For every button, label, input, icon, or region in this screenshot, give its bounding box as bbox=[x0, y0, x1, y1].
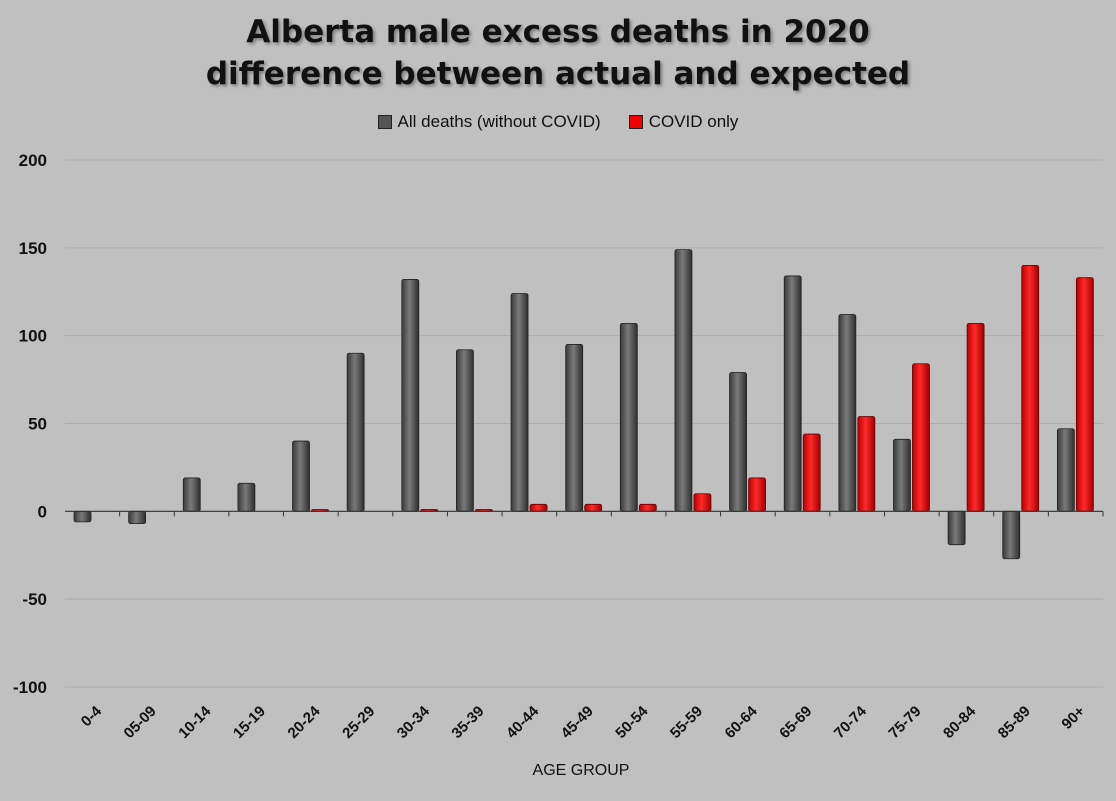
x-tick-label: 45-49 bbox=[558, 703, 597, 742]
x-tick-label: 55-59 bbox=[667, 703, 706, 742]
bar-all-deaths bbox=[729, 372, 747, 512]
legend-label-all-deaths: All deaths (without COVID) bbox=[397, 112, 601, 131]
x-tick-label: 30-34 bbox=[394, 702, 434, 742]
chart-title: Alberta male excess deaths in 2020 bbox=[246, 14, 870, 50]
legend-swatch-red bbox=[628, 115, 643, 129]
x-tick-label: 75-79 bbox=[885, 703, 924, 742]
legend: All deaths (without COVID) COVID only bbox=[0, 112, 1116, 132]
bar-covid bbox=[802, 433, 821, 512]
x-tick-label: 10-14 bbox=[175, 702, 215, 742]
bar-covid bbox=[1075, 277, 1094, 512]
bar-covid bbox=[966, 322, 985, 512]
bar-covid bbox=[529, 503, 548, 512]
x-tick-label: 90+ bbox=[1058, 703, 1088, 733]
y-tick-label: 150 bbox=[19, 239, 47, 258]
legend-label-covid: COVID only bbox=[648, 112, 739, 131]
bar-all-deaths bbox=[893, 438, 911, 512]
legend-item-covid: COVID only bbox=[628, 112, 739, 132]
bar-all-deaths bbox=[947, 510, 966, 546]
x-tick-label: 70-74 bbox=[831, 702, 871, 742]
bar-all-deaths bbox=[456, 349, 474, 512]
y-tick-label: -50 bbox=[22, 590, 47, 609]
bar-all-deaths bbox=[401, 279, 420, 512]
x-tick-label: 05-09 bbox=[121, 703, 160, 742]
bar-all-deaths bbox=[73, 510, 92, 523]
x-tick-label: 65-69 bbox=[776, 703, 815, 742]
y-tick-label: 50 bbox=[28, 415, 47, 434]
bar-all-deaths bbox=[619, 322, 638, 512]
y-tick-label: -100 bbox=[13, 678, 47, 697]
bar-all-deaths bbox=[128, 510, 147, 525]
bar-all-deaths bbox=[565, 344, 584, 512]
bar-covid bbox=[584, 503, 603, 512]
bar-all-deaths bbox=[237, 482, 256, 512]
bar-covid bbox=[638, 503, 657, 512]
bar-covid bbox=[748, 477, 766, 512]
x-tick-label: 0-4 bbox=[78, 702, 106, 730]
bar-all-deaths bbox=[182, 477, 201, 512]
y-tick-label: 100 bbox=[19, 327, 47, 346]
x-tick-label: 50-54 bbox=[612, 702, 652, 742]
bar-all-deaths bbox=[1002, 510, 1021, 560]
bar-all-deaths bbox=[674, 249, 693, 512]
bar-covid bbox=[857, 416, 876, 512]
legend-item-all-deaths: All deaths (without COVID) bbox=[377, 112, 601, 132]
bar-all-deaths bbox=[783, 275, 802, 512]
bar-covid bbox=[693, 493, 712, 512]
x-tick-label: 35-39 bbox=[448, 703, 487, 742]
x-axis-label: AGE GROUP bbox=[533, 762, 630, 779]
x-tick-label: 20-24 bbox=[285, 702, 325, 742]
x-tick-label: 80-84 bbox=[940, 702, 980, 742]
legend-swatch-gray bbox=[377, 115, 392, 129]
bar-all-deaths bbox=[346, 352, 365, 512]
chart-subtitle: difference between actual and expected bbox=[205, 56, 911, 92]
bar-covid bbox=[912, 363, 930, 512]
x-tick-label: 15-19 bbox=[230, 703, 269, 742]
bar-all-deaths bbox=[510, 293, 529, 512]
y-tick-label: 0 bbox=[38, 502, 47, 521]
x-tick-label: 85-89 bbox=[995, 703, 1034, 742]
bar-all-deaths bbox=[292, 440, 310, 512]
x-tick-label: 40-44 bbox=[503, 702, 543, 742]
x-tick-label: 60-64 bbox=[722, 702, 762, 742]
x-tick-label: 25-29 bbox=[339, 703, 378, 742]
y-tick-label: 200 bbox=[19, 151, 47, 170]
bar-covid bbox=[1021, 264, 1040, 512]
bar-all-deaths bbox=[838, 314, 857, 512]
bar-all-deaths bbox=[1056, 428, 1075, 512]
